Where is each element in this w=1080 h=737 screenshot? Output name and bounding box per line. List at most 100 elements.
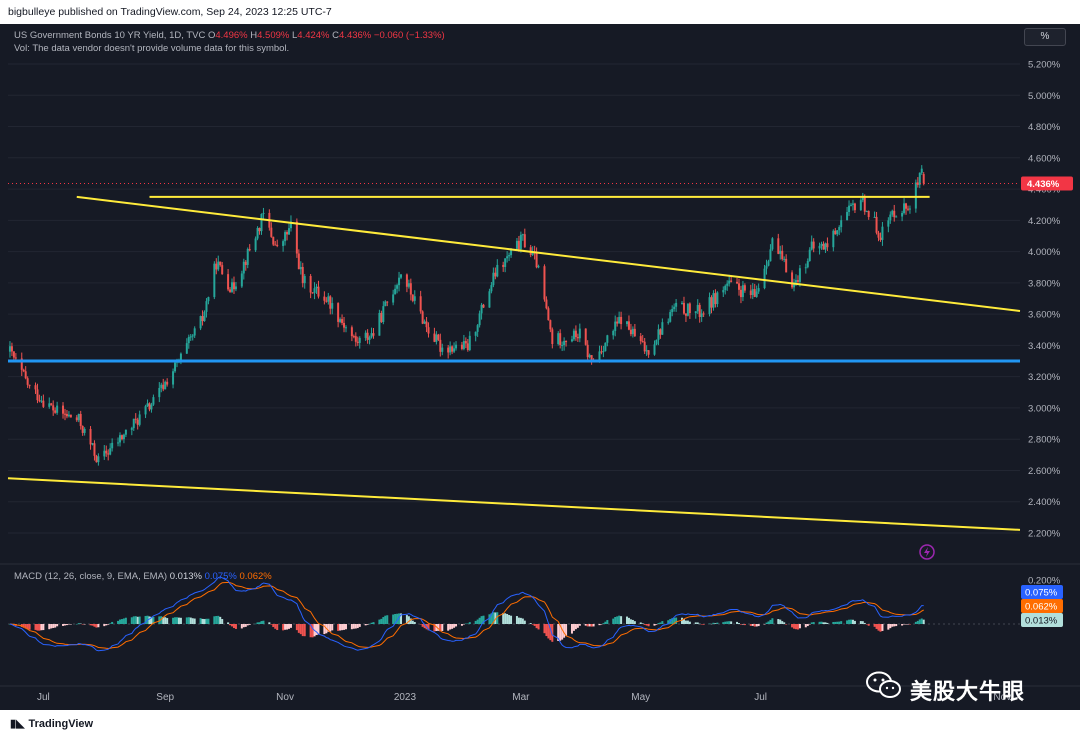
macd-signal-line xyxy=(9,581,924,650)
candle-body xyxy=(187,337,190,344)
macd-histogram-bar xyxy=(172,617,175,624)
macd-histogram-bar xyxy=(67,624,70,625)
macd-histogram-bar xyxy=(918,619,921,624)
candle-body xyxy=(358,337,361,343)
macd-histogram-bar xyxy=(354,624,357,629)
candle-body xyxy=(419,296,422,312)
candle-body xyxy=(504,258,507,267)
macd-histogram-bar xyxy=(433,624,436,632)
macd-histogram-bar xyxy=(317,624,320,635)
candle-body xyxy=(549,320,552,330)
volume-note: Vol: The data vendor doesn't provide vol… xyxy=(14,43,290,54)
candle-body xyxy=(767,261,770,266)
candle-body xyxy=(179,353,182,360)
macd-histogram-bar xyxy=(386,615,389,624)
macd-histogram-bar xyxy=(783,622,786,624)
macd-histogram-bar xyxy=(339,624,342,631)
macd-histogram-bar xyxy=(502,612,505,624)
macd-histogram-bar xyxy=(358,624,361,627)
candle-body xyxy=(213,263,216,298)
candle-body xyxy=(105,450,108,454)
candle-body xyxy=(572,330,575,340)
candle-body xyxy=(510,248,513,256)
candle-body xyxy=(433,333,436,342)
candle-body xyxy=(10,346,13,352)
macd-histogram-bar xyxy=(826,622,829,624)
macd-histogram-bar xyxy=(152,616,155,624)
candle-body xyxy=(134,418,137,420)
candle-body xyxy=(586,344,589,358)
macd-histogram-bar xyxy=(284,624,287,630)
candle-body xyxy=(901,212,904,217)
tradingview-logo[interactable]: ▮◣ TradingView xyxy=(10,717,93,730)
macd-histogram-bar xyxy=(914,621,917,624)
candle-body xyxy=(519,234,522,250)
macd-histogram-bar xyxy=(38,624,41,631)
candle-body xyxy=(547,308,550,321)
candle-body xyxy=(598,351,601,361)
candle-body xyxy=(107,453,110,455)
candle-body xyxy=(905,203,908,209)
macd-histogram-bar xyxy=(863,622,866,624)
macd-histogram-bar xyxy=(724,621,727,624)
macd-histogram-bar xyxy=(736,621,739,624)
macd-histogram-bar xyxy=(682,619,685,624)
candle-body xyxy=(798,268,801,282)
macd-histogram-bar xyxy=(107,624,110,625)
macd-histogram-bar xyxy=(905,624,908,625)
candle-body xyxy=(846,212,849,221)
macd-histogram-bar xyxy=(398,613,401,624)
macd-histogram-bar xyxy=(655,624,658,625)
y-tick-label: 5.000% xyxy=(1028,91,1061,102)
macd-histogram-bar xyxy=(793,624,796,629)
candle-body xyxy=(207,297,210,302)
candle-body xyxy=(850,204,853,206)
candle-body xyxy=(763,268,766,289)
macd-histogram-bar xyxy=(785,624,788,625)
candle-body xyxy=(696,304,699,312)
macd-histogram-bar xyxy=(405,615,408,624)
candle-body xyxy=(865,210,868,212)
candle-body xyxy=(343,322,346,328)
candle-body xyxy=(606,335,609,343)
macd-histogram-bar xyxy=(272,624,275,628)
macd-histogram-bar xyxy=(547,624,550,639)
macd-histogram-bar xyxy=(400,613,403,624)
symbol-legend: US Government Bonds 10 YR Yield, 1D, TVC… xyxy=(14,30,445,41)
macd-histogram-bar xyxy=(578,624,581,626)
candle-body xyxy=(203,311,206,322)
macd-histogram-bar xyxy=(618,615,621,624)
candle-body xyxy=(673,306,676,309)
macd-histogram-bar xyxy=(851,619,854,624)
macd-histogram-bar xyxy=(366,624,369,625)
macd-histogram-bar xyxy=(889,624,892,629)
candle-body xyxy=(488,291,491,308)
chart-area[interactable]: 5.200%5.000%4.800%4.600%4.400%4.200%4.00… xyxy=(0,24,1080,710)
macd-histogram-bar xyxy=(592,624,595,627)
candle-body xyxy=(771,238,774,250)
macd-histogram-bar xyxy=(466,623,469,625)
candle-body xyxy=(806,261,809,268)
macd-histogram-bar xyxy=(865,624,868,625)
last-price-tag xyxy=(1021,176,1073,191)
macd-histogram-bar xyxy=(419,624,422,625)
footer-bar xyxy=(0,710,1080,737)
candle-body xyxy=(641,341,644,343)
candle-body xyxy=(174,362,177,372)
candle-body xyxy=(466,343,469,351)
macd-histogram-bar xyxy=(282,624,285,631)
candle-body xyxy=(474,331,477,336)
candle-body xyxy=(301,266,304,284)
macd-histogram-bar xyxy=(229,624,232,626)
macd-histogram-bar xyxy=(675,617,678,624)
macd-histogram-bar xyxy=(138,616,141,624)
macd-histogram-bar xyxy=(771,618,774,624)
falling-trendline xyxy=(76,195,1021,312)
candle-body xyxy=(447,347,450,353)
percent-scale-button[interactable]: % xyxy=(1024,28,1066,46)
macd-histogram-bar xyxy=(781,621,784,624)
macd-histogram-bar xyxy=(848,619,851,624)
candle-body xyxy=(891,210,894,215)
candle-body xyxy=(329,296,332,309)
candle-body xyxy=(75,417,78,421)
